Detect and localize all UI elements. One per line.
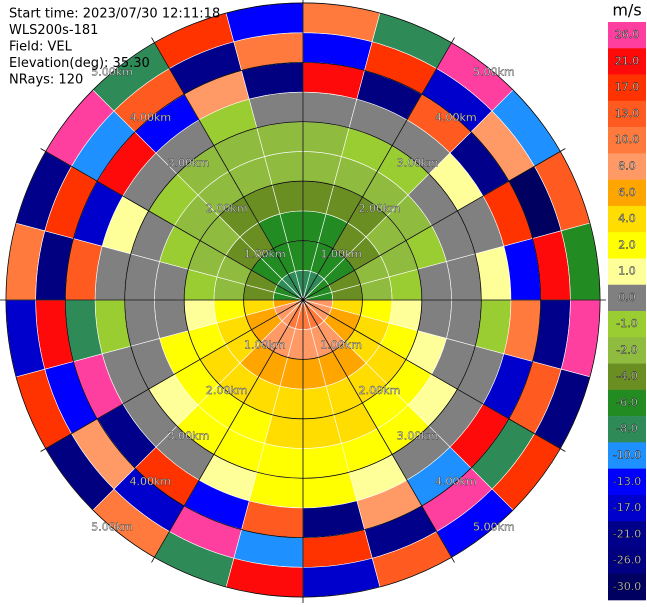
range-ring-label: 5.00km (473, 65, 515, 78)
annotation: NRays: 120 (9, 73, 83, 88)
colorbar-label: 10.0 (615, 133, 640, 146)
colorbar-cell (608, 153, 646, 180)
colorbar-cell (608, 494, 646, 522)
colorbar-cell (608, 48, 646, 75)
colorbar-label: 2.0 (618, 238, 636, 251)
velocity-cell (446, 253, 482, 301)
range-ring (124, 121, 482, 479)
colorbar-cell (608, 547, 646, 575)
colorbar-label: 8.0 (618, 160, 636, 173)
range-ring-label: 1.00km (244, 339, 286, 352)
annotation: Start time: 2023/07/30 12:11:18 (9, 7, 220, 22)
colorbar-cell (608, 468, 646, 496)
colorbar-cell (608, 337, 646, 364)
colorbar-label: -10.0 (613, 449, 641, 462)
colorbar-label: -8.0 (616, 422, 637, 435)
annotation: Field: VEL (9, 40, 73, 55)
colorbar-label: 21.0 (615, 54, 640, 67)
range-ring-label: 2.00km (359, 202, 401, 215)
ppi-field (5, 2, 601, 598)
range-ring-label: 1.00km (244, 247, 286, 260)
range-ring-label: 1.00km (320, 339, 362, 352)
range-ring (5, 2, 601, 598)
range-ring-label: 4.00km (129, 475, 171, 488)
colorbar-cell (608, 127, 646, 154)
colorbar-label: 4.0 (618, 212, 636, 225)
colorbar-cell (608, 311, 646, 338)
range-ring-label: 3.00km (168, 430, 210, 443)
colorbar-label: -6.0 (616, 396, 637, 409)
colorbar-cell (608, 22, 646, 49)
range-ring-label: 5.00km (91, 65, 133, 78)
colorbar-label: 26.0 (615, 28, 640, 41)
range-ring (64, 61, 542, 539)
colorbar-label: -17.0 (613, 501, 641, 514)
range-ring-label: 1.00km (320, 247, 362, 260)
annotation: WLS200s-181 (9, 23, 98, 38)
colorbar-cell (608, 521, 646, 548)
colorbar-cell (608, 573, 646, 601)
colorbar-cell (608, 100, 646, 128)
spoke (151, 37, 455, 563)
colorbar-label: 6.0 (618, 186, 636, 199)
colorbar-cell (608, 179, 646, 207)
velocity-cell (446, 299, 482, 347)
range-ring-label: 2.00km (206, 384, 248, 397)
colorbar-cell (608, 416, 646, 443)
colorbar-cell (608, 442, 646, 469)
colorbar-label: 0.0 (618, 291, 636, 304)
colorbar-label: -1.0 (616, 317, 637, 330)
range-ring-label: 4.00km (435, 111, 477, 124)
colorbar-cell (608, 74, 646, 102)
colorbar-cell (608, 258, 646, 286)
colorbar-cell (608, 205, 646, 233)
velocity-cell (302, 121, 350, 157)
colorbar-label: 1.0 (618, 265, 636, 278)
annotation: Elevation(deg): 35.30 (9, 56, 150, 71)
colorbar-label: -13.0 (613, 475, 641, 488)
colorbar-title: m/s (612, 1, 641, 20)
colorbar: m/s 26.0 21.0 17.0 13.0 10.0 8.0 6.0 4.0 2.0 1.0 0… (608, 1, 646, 601)
colorbar-cell (608, 389, 646, 417)
range-ring-label: 4.00km (129, 111, 171, 124)
colorbar-cell (608, 363, 646, 391)
colorbar-label: -21.0 (613, 527, 641, 540)
range-ring (243, 240, 363, 360)
velocity-cell (256, 443, 304, 479)
range-ring-label: 3.00km (397, 430, 439, 443)
colorbar-cell (608, 232, 646, 259)
range-ring (183, 180, 423, 420)
range-ring-label: 2.00km (359, 384, 401, 397)
annotations: Start time: 2023/07/30 12:11:18WLS200s-1… (9, 7, 220, 88)
velocity-cell (124, 253, 160, 301)
colorbar-label: -2.0 (616, 343, 637, 356)
velocity-cell (124, 299, 160, 347)
colorbar-cell (608, 284, 646, 312)
colorbar-label: 13.0 (615, 107, 640, 120)
colorbar-label: -4.0 (616, 370, 637, 383)
range-ring-label: 2.00km (206, 202, 248, 215)
velocity-cell (302, 443, 350, 479)
range-ring-label: 3.00km (168, 156, 210, 169)
ppi-overlay: 1.00km 1.00km 1.00km 1.00km 2.00km 2.00km 2.00… (0, 0, 606, 603)
range-ring-label: 5.00km (473, 521, 515, 534)
colorbar-label: -30.0 (613, 580, 641, 593)
velocity-cell (256, 121, 304, 157)
range-ring-label: 4.00km (435, 475, 477, 488)
range-ring-label: 5.00km (91, 521, 133, 534)
colorbar-label: -26.0 (613, 554, 641, 567)
range-ring-label: 3.00km (397, 156, 439, 169)
colorbar-label: 17.0 (615, 81, 640, 94)
